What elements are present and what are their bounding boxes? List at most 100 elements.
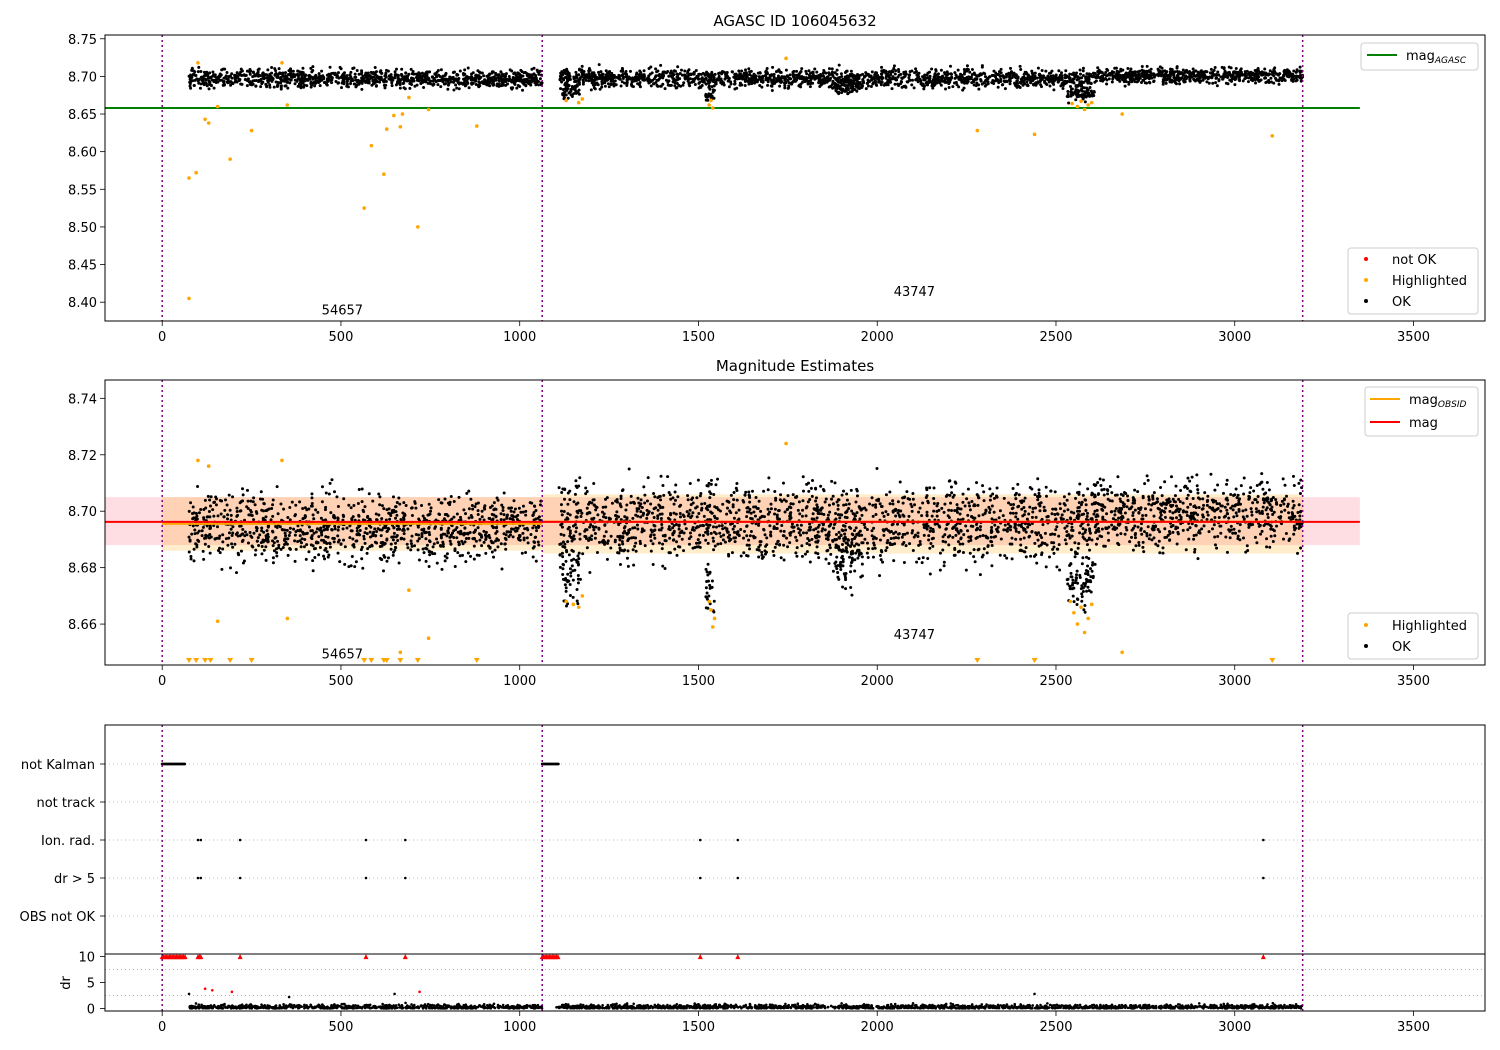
top-ok-point bbox=[704, 77, 708, 81]
top-ok-point bbox=[383, 86, 387, 90]
top-ok-point bbox=[229, 83, 233, 87]
mid-ok-point bbox=[342, 497, 346, 501]
mid-ok-point bbox=[188, 539, 192, 543]
mid-ok-point bbox=[405, 542, 409, 546]
top-ok-point bbox=[1070, 87, 1074, 91]
top-ok-point bbox=[983, 79, 987, 83]
mid-ok-point bbox=[449, 494, 453, 498]
top-ok-point bbox=[884, 71, 888, 75]
mid-ok-point bbox=[361, 566, 365, 570]
top-ok-point bbox=[798, 77, 802, 81]
mid-ok-point bbox=[666, 475, 670, 479]
top-ok-point bbox=[512, 72, 516, 76]
top-ok-point bbox=[477, 77, 481, 81]
top-line-legend-subscript: AGASC bbox=[1434, 56, 1467, 66]
top-ok-point bbox=[945, 73, 949, 77]
top-ok-point bbox=[1067, 76, 1071, 80]
top-ok-point bbox=[1277, 82, 1281, 86]
top-ok-point bbox=[1040, 69, 1044, 73]
top-ok-point bbox=[1015, 83, 1019, 87]
mid-ok-point bbox=[414, 506, 418, 510]
mid-ok-point bbox=[508, 506, 512, 510]
top-ok-point bbox=[271, 77, 275, 81]
mid-ok-point bbox=[410, 534, 414, 538]
mid-ok-point bbox=[446, 501, 450, 505]
top-ok-point bbox=[951, 85, 955, 89]
top-obsid-label: 54657 bbox=[322, 304, 363, 319]
mid-ok-point bbox=[446, 531, 450, 535]
top-ok-point bbox=[274, 72, 278, 76]
top-ok-point bbox=[1079, 82, 1083, 86]
mid-ok-point bbox=[241, 538, 245, 542]
mid-ok-point bbox=[417, 533, 421, 537]
top-ok-point bbox=[1074, 71, 1078, 75]
top-ok-point bbox=[647, 77, 651, 81]
mid-ok-point bbox=[557, 486, 561, 490]
mid-ok-point bbox=[378, 528, 382, 532]
mid-ok-point bbox=[594, 508, 598, 512]
top-ok-point bbox=[830, 70, 834, 74]
mid-ok-point bbox=[237, 553, 241, 557]
mid-ok-point bbox=[332, 515, 336, 519]
mid-ok-point bbox=[214, 503, 218, 507]
top-ok-point bbox=[328, 72, 332, 76]
top-ok-point bbox=[1050, 69, 1054, 73]
top-ok-point bbox=[291, 75, 295, 79]
mid-ok-point bbox=[524, 551, 528, 555]
top-ok-point bbox=[742, 71, 746, 75]
mid-ok-point bbox=[584, 486, 588, 490]
top-ok-point bbox=[316, 81, 320, 85]
mid-ok-point bbox=[502, 491, 506, 495]
top-ok-point bbox=[264, 82, 268, 86]
top-ok-point bbox=[291, 69, 295, 73]
mid-ok-point bbox=[374, 512, 378, 516]
top-ok-point bbox=[765, 67, 769, 71]
top-ok-point bbox=[230, 76, 234, 80]
top-ok-point bbox=[259, 77, 263, 81]
top-ok-point bbox=[463, 79, 467, 83]
top-ok-point bbox=[207, 87, 211, 91]
mid-ok-point bbox=[473, 505, 477, 509]
mid-ok-point bbox=[365, 551, 369, 555]
top-ok-point bbox=[570, 93, 574, 97]
top-ok-point bbox=[675, 72, 679, 76]
top-ok-point bbox=[910, 83, 914, 87]
top-ok-point bbox=[939, 83, 943, 87]
top-ok-point bbox=[962, 77, 966, 81]
top-ok-point bbox=[943, 71, 947, 75]
mid-ok-point bbox=[208, 515, 212, 519]
mid-ok-point bbox=[609, 534, 613, 538]
top-ok-point bbox=[217, 76, 221, 80]
top-ok-point bbox=[394, 73, 398, 77]
top-ok-point bbox=[1066, 92, 1070, 96]
top-ok-point bbox=[1152, 79, 1156, 83]
mid-ok-point bbox=[410, 506, 414, 510]
top-ok-point bbox=[887, 70, 891, 74]
top-line-legend: magAGASC bbox=[1360, 42, 1479, 71]
top-ok-point bbox=[240, 69, 244, 73]
top-ok-point bbox=[1080, 76, 1084, 80]
mid-ok-point bbox=[653, 495, 657, 499]
top-ok-point bbox=[1283, 79, 1287, 83]
mid-ok-point bbox=[493, 548, 497, 552]
mid-ok-point bbox=[672, 502, 676, 506]
mid-ok-point bbox=[209, 495, 213, 499]
mid-ok-point bbox=[558, 565, 562, 569]
top-ok-point bbox=[686, 69, 690, 73]
mid-ok-point bbox=[193, 528, 197, 532]
top-ok-point bbox=[345, 80, 349, 84]
top-ok-point bbox=[296, 84, 300, 88]
top-ok-point bbox=[780, 80, 784, 84]
mid-ok-point bbox=[578, 537, 582, 541]
mid-ok-point bbox=[389, 547, 393, 551]
top-highlighted-point bbox=[187, 176, 191, 180]
top-ok-point bbox=[1119, 76, 1123, 80]
mid-ok-point bbox=[286, 553, 290, 557]
top-ok-point bbox=[974, 77, 978, 81]
top-ok-point bbox=[1142, 78, 1146, 82]
top-ok-point bbox=[1043, 80, 1047, 84]
mid-ok-point bbox=[440, 567, 444, 571]
top-ok-point bbox=[436, 78, 440, 82]
mid-ok-point bbox=[439, 526, 443, 530]
top-ok-point bbox=[1105, 82, 1109, 86]
